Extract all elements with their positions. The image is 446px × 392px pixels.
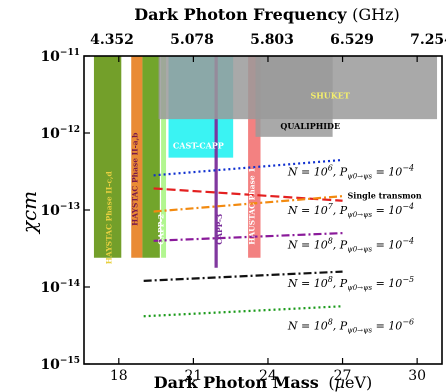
line-green-dotted xyxy=(143,305,343,318)
annotation-p-sub: ψ0→ψs xyxy=(347,172,372,180)
annotation-eq-exp: −5 xyxy=(402,275,414,284)
x-axis-label: Dark Photon Mass (μeV) xyxy=(154,373,373,392)
annotation-n-exp: 8 xyxy=(328,317,333,326)
region-label-qualiphide: QUALIPHIDE xyxy=(280,121,340,131)
annotation-1: N = 106, Pψ0→ψs = 10−4 xyxy=(287,163,414,180)
x-tick-label: 18 xyxy=(110,368,128,384)
annotation-p: , P xyxy=(333,277,348,290)
annotation-n: N = 10 xyxy=(287,204,328,217)
top-axis-title-unit: (GHz) xyxy=(352,5,400,24)
region-label-haystac-phase-ii-c-d: HAYSTAC Phase II-c,d xyxy=(104,170,113,264)
region-label-shuket: SHUKET xyxy=(310,90,349,100)
annotation-eq: = 10 xyxy=(372,239,402,252)
annotation-p: , P xyxy=(333,239,348,252)
annotation-eq: = 10 xyxy=(372,277,402,290)
top-axis-title-main: Dark Photon Frequency xyxy=(134,5,347,24)
annotation-n-exp: 6 xyxy=(328,163,333,172)
region-label-cast-capp: CAST-CAPP xyxy=(173,140,224,150)
annotation-n-exp: 8 xyxy=(328,275,333,284)
y-tick-exp: −15 xyxy=(60,356,80,366)
x-axis-label-mu: μ xyxy=(335,373,345,392)
annotation-p: , P xyxy=(333,204,348,217)
y-tick-base: 10 xyxy=(40,49,60,65)
x-axis-label-main: Dark Photon Mass xyxy=(154,373,319,392)
x-tick-label: 27 xyxy=(334,368,352,384)
annotation-4: N = 108, Pψ0→ψs = 10−5 xyxy=(287,275,414,292)
line-black-dashdot xyxy=(143,270,343,282)
annotation-eq-exp: −4 xyxy=(402,163,414,172)
sensitivity-annotations: N = 106, Pψ0→ψs = 10−4N = 107, Pψ0→ψs = … xyxy=(287,163,414,334)
region-label-haustac-phase-1: HAUSTAC Phase 1 xyxy=(247,168,256,245)
annotation-p-sub: ψ0→ψs xyxy=(347,246,372,254)
region-labels: HAYSTAC Phase II-c,d HAYSTAC Phase II-a,b… xyxy=(104,90,349,264)
region-haystac-phase-ii-a-b xyxy=(131,56,143,258)
top-axis-title: Dark Photon Frequency (GHz) xyxy=(134,5,400,24)
annotation-n: N = 10 xyxy=(287,239,328,252)
top-tick-label: 5.078 xyxy=(170,32,214,48)
y-tick-exp: −14 xyxy=(60,279,80,289)
axis-ticks: 18212427304.3525.0785.8036.5297.25410−11… xyxy=(40,32,446,384)
x-axis-label-open: ( xyxy=(328,373,334,392)
annotation-n: N = 10 xyxy=(287,165,328,178)
annotation-2: N = 107, Pψ0→ψs = 10−4 xyxy=(287,202,414,219)
y-tick-exp: −12 xyxy=(60,125,80,135)
y-tick-exp: −13 xyxy=(60,202,80,212)
y-axis-label: χcm xyxy=(17,191,41,235)
excluded-regions xyxy=(93,56,438,268)
annotation-p-sub: ψ0→ψs xyxy=(347,211,372,219)
annotation-5: N = 108, Pψ0→ψs = 10−6 xyxy=(287,317,414,334)
annotation-p-sub: ψ0→ψs xyxy=(347,284,372,292)
annotation-eq: = 10 xyxy=(372,319,402,332)
x-axis-label-close: eV) xyxy=(345,373,372,392)
annotation-eq-exp: −4 xyxy=(402,202,414,211)
annotation-n: N = 10 xyxy=(287,319,328,332)
y-tick-exp: −11 xyxy=(60,48,80,58)
annotation-eq-exp: −4 xyxy=(402,237,414,246)
label-single-transmon: Single transmon xyxy=(348,190,422,200)
line-single-transmon xyxy=(153,187,343,202)
top-tick-label: 4.352 xyxy=(90,32,134,48)
top-tick-label: 7.254 xyxy=(410,32,446,48)
annotation-n-exp: 8 xyxy=(328,237,333,246)
region-qualiphide xyxy=(255,56,333,137)
region-label-capp-3: CAPP-3 xyxy=(215,214,224,245)
y-tick-base: 10 xyxy=(40,357,60,373)
region-label-haystac-phase-ii-a-b: HAYSTAC Phase II-a,b xyxy=(130,133,139,226)
x-tick-label: 30 xyxy=(408,368,426,384)
region-haystac-phase-ii-c-d xyxy=(93,56,122,258)
annotation-n-exp: 7 xyxy=(328,202,334,211)
y-tick-label: 10−11 xyxy=(40,48,80,65)
annotation-p-sub: ψ0→ψs xyxy=(347,326,372,334)
line-blue-dotted xyxy=(153,158,343,177)
top-tick-label: 5.803 xyxy=(250,32,294,48)
y-tick-base: 10 xyxy=(40,126,60,142)
x-tick-label: 21 xyxy=(184,368,202,384)
annotation-eq-exp: −6 xyxy=(402,317,414,326)
y-tick-label: 10−15 xyxy=(40,356,80,373)
region-green-band xyxy=(142,56,160,258)
y-tick-label: 10−12 xyxy=(40,125,80,142)
y-tick-label: 10−14 xyxy=(40,279,80,296)
y-tick-label: 10−13 xyxy=(40,202,80,219)
top-tick-label: 6.529 xyxy=(330,32,374,48)
projection-lines: Single transmon xyxy=(143,158,422,318)
annotation-eq: = 10 xyxy=(372,204,402,217)
x-tick-label: 24 xyxy=(259,368,277,384)
annotation-n: N = 10 xyxy=(287,277,328,290)
annotation-eq: = 10 xyxy=(372,165,402,178)
annotation-3: N = 108, Pψ0→ψs = 10−4 xyxy=(287,237,414,254)
region-label-capp-2: CAPP-2 xyxy=(157,214,166,245)
y-tick-base: 10 xyxy=(40,203,60,219)
y-tick-base: 10 xyxy=(40,280,60,296)
region-capp-2 xyxy=(161,56,167,258)
region-capp-3 xyxy=(214,56,218,268)
annotation-p: , P xyxy=(333,165,348,178)
annotation-p: , P xyxy=(333,319,348,332)
